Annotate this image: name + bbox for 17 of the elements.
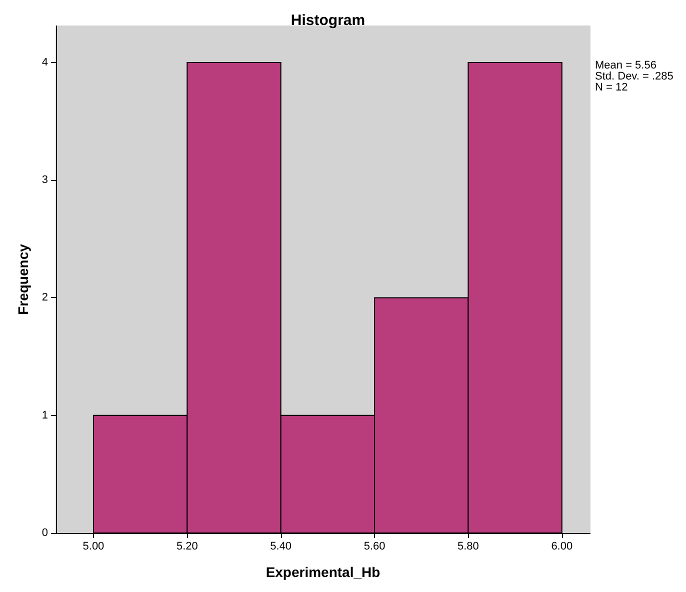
x-axis-title: Experimental_Hb	[266, 564, 380, 580]
y-tick-label: 3	[42, 174, 48, 186]
x-tick-label: 5.20	[176, 540, 198, 552]
text: Std. Dev. = .285	[595, 70, 674, 82]
y-tick-label: 4	[42, 56, 48, 68]
y-tick-label: 1	[42, 409, 48, 422]
text: N = 12	[595, 82, 628, 94]
x-tick-label: 5.80	[458, 540, 479, 552]
chart-title: Histogram	[290, 12, 366, 29]
x-tick-label: 5.00	[82, 540, 104, 552]
y-tick-label: 0	[42, 527, 48, 539]
y-axis-title: Frequency	[15, 244, 31, 315]
x-tick-label: 6.00	[551, 540, 573, 552]
x-tick-label: 5.40	[270, 540, 292, 552]
y-tick-label: 2	[42, 292, 48, 304]
text: Mean = 5.56	[595, 60, 656, 72]
x-tick-label: 5.60	[364, 540, 386, 552]
